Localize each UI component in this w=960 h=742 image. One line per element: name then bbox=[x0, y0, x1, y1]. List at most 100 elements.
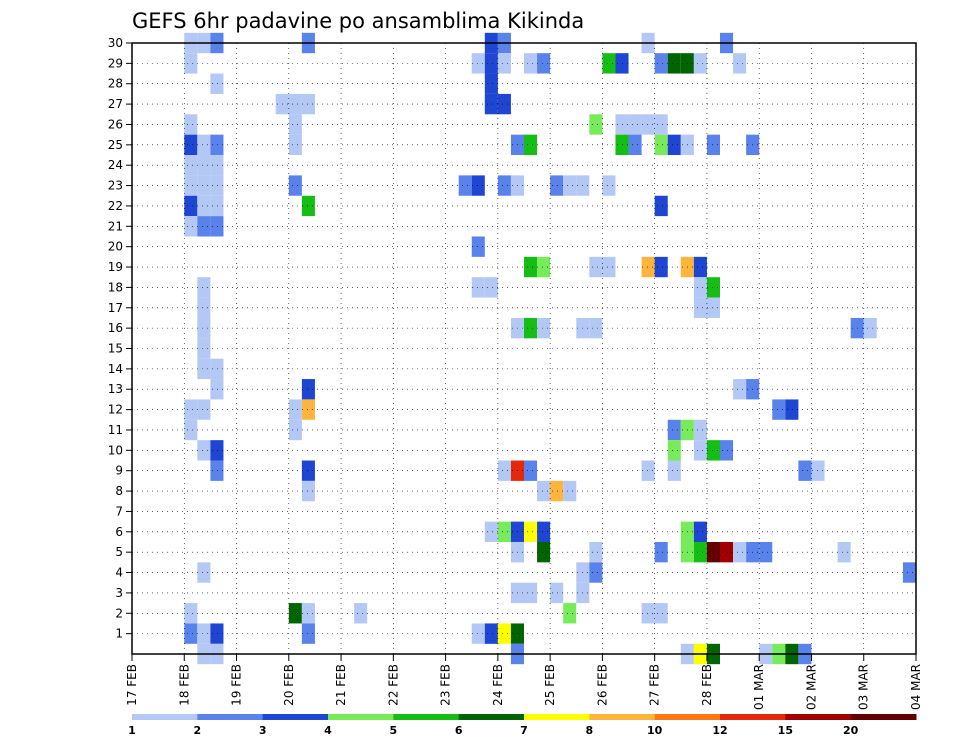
x-tick-label: 20 FEB bbox=[282, 664, 296, 706]
heatmap-cell bbox=[654, 256, 668, 278]
heatmap-cell bbox=[602, 256, 616, 278]
y-tick-label: 14 bbox=[108, 362, 123, 376]
heatmap-cell bbox=[197, 195, 211, 217]
y-tick-label: 1 bbox=[115, 627, 123, 641]
heatmap-cell bbox=[706, 297, 720, 318]
heatmap-cell bbox=[210, 73, 224, 94]
heatmap-cell bbox=[197, 623, 211, 644]
heatmap-cell bbox=[759, 541, 773, 563]
heatmap-cell bbox=[184, 155, 198, 176]
heatmap-cell bbox=[550, 175, 564, 196]
y-tick-label: 25 bbox=[108, 138, 123, 152]
heatmap-cell bbox=[524, 582, 538, 604]
heatmap-cell bbox=[301, 623, 315, 644]
y-tick-label: 4 bbox=[115, 566, 123, 580]
x-tick-label: 28 FEB bbox=[700, 664, 714, 706]
y-tick-label: 3 bbox=[115, 586, 123, 600]
heatmap-cell bbox=[301, 480, 315, 502]
legend-tick-label: 3 bbox=[259, 724, 267, 737]
heatmap-cell bbox=[210, 155, 224, 176]
heatmap-cell bbox=[667, 53, 681, 74]
x-tick-label: 25 FEB bbox=[543, 664, 557, 706]
heatmap-cell bbox=[693, 419, 707, 441]
x-axis: 17 FEB 18 FEB 19 FEB 20 FEB 21 FEB 22 FEB 23 F… bbox=[125, 654, 923, 710]
heatmap-cell bbox=[654, 114, 668, 135]
y-tick-label: 29 bbox=[108, 56, 123, 70]
heatmap-cell bbox=[563, 480, 577, 502]
heatmap-cell bbox=[184, 134, 198, 156]
heatmap-cell bbox=[497, 623, 511, 644]
heatmap-cell bbox=[654, 603, 668, 624]
y-tick-label: 10 bbox=[108, 443, 123, 457]
heatmap-cell bbox=[210, 460, 224, 481]
legend-tick-label: 2 bbox=[194, 724, 202, 737]
heatmap-cell bbox=[197, 134, 211, 156]
heatmap-cell bbox=[497, 460, 511, 481]
heatmap-cell bbox=[301, 460, 315, 481]
y-tick-label: 26 bbox=[108, 117, 123, 131]
legend-swatch bbox=[524, 714, 590, 720]
y-tick-label: 11 bbox=[108, 423, 123, 437]
x-tick-label: 21 FEB bbox=[334, 664, 348, 706]
grid-lines bbox=[132, 42, 916, 654]
heatmap-cell bbox=[733, 541, 747, 563]
heatmap-cell bbox=[497, 53, 511, 74]
x-tick-label: 27 FEB bbox=[648, 664, 662, 706]
heatmap-cell bbox=[706, 277, 720, 298]
heatmap-cell bbox=[197, 277, 211, 298]
color-legend: 1 2 3 4 5 6 7 8 10 12 15 20 bbox=[128, 714, 917, 737]
heatmap-cell bbox=[524, 521, 538, 542]
legend-tick-label: 4 bbox=[324, 724, 332, 737]
heatmap-cell bbox=[811, 460, 825, 481]
legend-swatch bbox=[458, 714, 525, 720]
heatmap-cell bbox=[589, 114, 603, 135]
heatmap-cell bbox=[197, 297, 211, 318]
y-tick-label: 18 bbox=[108, 280, 123, 294]
heatmap-cell bbox=[288, 134, 302, 156]
x-tick-label: 03 MAR bbox=[857, 664, 871, 710]
heatmap-cell bbox=[798, 460, 812, 481]
heatmap-cell bbox=[484, 521, 498, 542]
heatmap-cell bbox=[693, 521, 707, 542]
heatmap-cell bbox=[720, 541, 734, 563]
heatmap-cell bbox=[210, 623, 224, 644]
x-tick-label: 01 MAR bbox=[752, 664, 766, 710]
heatmap-cell bbox=[471, 236, 485, 257]
heatmap-cell bbox=[706, 134, 720, 156]
heatmap-cell bbox=[537, 480, 551, 502]
heatmap-cell bbox=[641, 114, 655, 135]
heatmap-cell bbox=[484, 623, 498, 644]
legend-tick-label: 7 bbox=[520, 724, 528, 737]
heatmap-cell bbox=[210, 216, 224, 237]
heatmap-cell bbox=[667, 460, 681, 481]
heatmap-cell bbox=[563, 175, 577, 196]
heatmap-cell bbox=[589, 562, 603, 583]
heatmap-cell bbox=[210, 195, 224, 217]
heatmap-cell bbox=[471, 623, 485, 644]
heatmap-cell bbox=[301, 603, 315, 624]
y-tick-label: 24 bbox=[108, 158, 123, 172]
heatmap-cell bbox=[210, 379, 224, 400]
legend-swatch bbox=[197, 714, 264, 720]
heatmap-cell bbox=[706, 541, 720, 563]
heatmap-cell bbox=[667, 134, 681, 156]
heatmap-cell bbox=[772, 399, 786, 420]
y-tick-label: 5 bbox=[115, 545, 123, 559]
x-tick-label: 24 FEB bbox=[491, 664, 505, 706]
heatmap-cell bbox=[589, 541, 603, 563]
x-tick-label: 26 FEB bbox=[595, 664, 609, 706]
legend-tick-label: 10 bbox=[647, 724, 663, 737]
heatmap-cell bbox=[184, 623, 198, 644]
x-tick-label: 04 MAR bbox=[909, 664, 923, 710]
heatmap-cell bbox=[863, 317, 877, 339]
heatmap-cell bbox=[301, 195, 315, 217]
heatmap-cell bbox=[733, 379, 747, 400]
heatmap-cell bbox=[484, 53, 498, 74]
y-tick-label: 13 bbox=[108, 382, 123, 396]
heatmap-cell bbox=[785, 399, 799, 420]
y-tick-label: 7 bbox=[115, 504, 123, 518]
heatmap-cell bbox=[197, 317, 211, 339]
heatmap-cell bbox=[197, 399, 211, 420]
legend-swatch bbox=[262, 714, 329, 720]
heatmap-cell bbox=[641, 603, 655, 624]
